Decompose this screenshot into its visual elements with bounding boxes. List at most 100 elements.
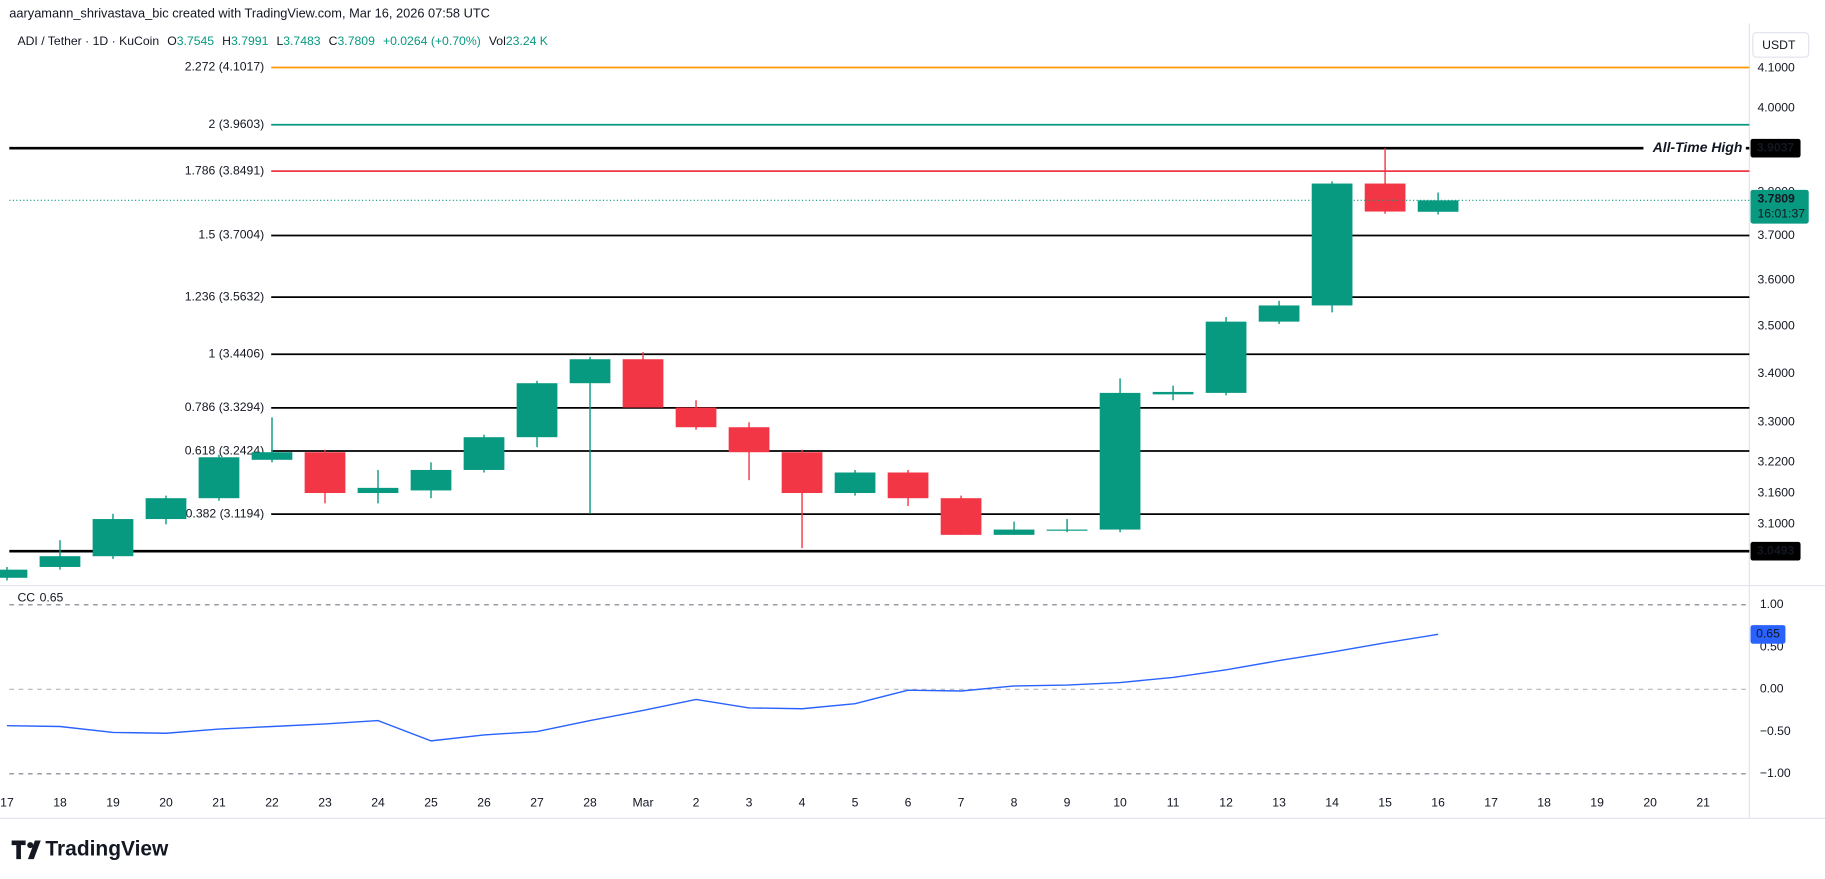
x-tick-label: 18 (53, 795, 67, 809)
indicator-badge (1750, 625, 1786, 644)
low-value: 3.7483 (283, 34, 321, 48)
x-tick-label: 17 (1484, 795, 1498, 809)
candle-body (39, 556, 81, 567)
x-tick-label: 2 (693, 795, 700, 809)
cc-line (6, 633, 1439, 742)
candle-body (675, 407, 717, 428)
change: +0.0264 (+0.70%) (383, 34, 481, 48)
extreme-label: All-Time High (1652, 139, 1743, 155)
y-tick-label: −1.00 (1760, 766, 1791, 780)
attribution: aaryamann_shrivastava_bic created with T… (9, 5, 490, 20)
currency: USDT (1762, 38, 1796, 52)
x-tick-label: 12 (1219, 795, 1233, 809)
x-tick-label: 20 (1643, 795, 1657, 809)
candle-body (357, 487, 399, 494)
x-tick-label: 25 (424, 795, 438, 809)
candle-body (251, 452, 293, 460)
close-label: C (329, 34, 338, 48)
candle-body (1417, 200, 1459, 212)
x-tick-label: 3 (746, 795, 753, 809)
y-tick-label: 3.7000 (1757, 228, 1795, 242)
open-label: O (167, 34, 177, 48)
volume-label: Vol (489, 34, 506, 48)
x-tick-label: 28 (583, 795, 597, 809)
x-tick-label: 14 (1325, 795, 1339, 809)
x-tick-label: 9 (1064, 795, 1071, 809)
fib-label: 1 (3.4406) (209, 346, 265, 360)
candle-body (940, 498, 982, 535)
logo-mark (11, 840, 26, 860)
logo-dot (27, 842, 34, 849)
candle-body (410, 469, 452, 491)
logo-slash (27, 840, 41, 860)
y-tick-label: 0.00 (1760, 682, 1784, 696)
x-tick-label: 8 (1011, 795, 1018, 809)
symbol-legend: ADI / Tether · 1D · KuCoin O3.7545 H3.79… (17, 34, 548, 48)
price-badge (1750, 541, 1801, 561)
candle-body (1152, 391, 1194, 395)
x-tick-label: 21 (212, 795, 226, 809)
currency-box[interactable] (1752, 32, 1810, 58)
x-tick-label: 6 (905, 795, 912, 809)
candle-body (728, 427, 770, 453)
y-tick-label: 4.1000 (1757, 60, 1795, 74)
candle-body (1364, 183, 1406, 212)
y-tick-label: 3.1000 (1757, 517, 1795, 531)
x-tick-label: 13 (1272, 795, 1286, 809)
x-tick-label: 27 (530, 795, 544, 809)
last-price-text: 3.7809 (1757, 191, 1795, 205)
candle-body (1099, 392, 1141, 530)
y-tick-label: 1.00 (1760, 597, 1784, 611)
candle-body (1258, 305, 1300, 322)
symbol: ADI / Tether · 1D · KuCoin (17, 34, 159, 48)
candle-body (198, 457, 240, 499)
indicator-badge-text: 0.65 (1756, 627, 1780, 641)
x-tick-label: 22 (265, 795, 279, 809)
low-label: L (276, 34, 283, 48)
candle-body (92, 519, 134, 557)
high-value: 3.7991 (231, 34, 269, 48)
x-tick-label: 16 (1431, 795, 1445, 809)
price-badge-text: 3.9037 (1757, 140, 1795, 154)
close-value: 3.7809 (338, 34, 376, 48)
fib-label: 2 (3.9603) (209, 117, 265, 131)
candle-body (516, 383, 558, 438)
candle-body (781, 452, 823, 494)
fib-label: 1.5 (3.7004) (198, 228, 264, 242)
y-tick-label: 3.1600 (1757, 485, 1795, 499)
open-value: 3.7545 (177, 34, 215, 48)
fib-label: 1.786 (3.8491) (185, 163, 264, 177)
candle-body (0, 569, 28, 578)
high-label: H (222, 34, 231, 48)
x-tick-label: 24 (371, 795, 385, 809)
y-tick-label: 3.4000 (1757, 366, 1795, 380)
indicator-value: 0.65 (40, 591, 64, 605)
x-tick-label: 18 (1537, 795, 1551, 809)
price-badge-text: 3.0493 (1757, 543, 1795, 557)
x-tick-label: 21 (1696, 795, 1710, 809)
x-tick-label: 17 (0, 795, 14, 809)
last-price-badge (1750, 189, 1809, 224)
x-tick-label: 20 (159, 795, 173, 809)
y-tick-label: 3.5000 (1757, 319, 1795, 333)
indicator-title: CC (17, 591, 35, 605)
brand: TradingView (45, 837, 169, 860)
candle-body (145, 498, 187, 520)
volume-value: 23.24 K (506, 34, 549, 48)
x-tick-label: 15 (1378, 795, 1392, 809)
candle-body (887, 472, 929, 499)
fib-label: 0.618 (3.2424) (185, 443, 264, 457)
x-tick-label: 11 (1167, 795, 1180, 809)
x-tick-label: 19 (1590, 795, 1604, 809)
x-tick-label: 4 (799, 795, 806, 809)
candle-body (1046, 529, 1088, 531)
price-pane: 4.10004.00003.80003.70003.60003.50003.40… (0, 60, 1809, 809)
x-tick-label: 26 (477, 795, 491, 809)
fib-label: 0.382 (3.1194) (186, 506, 265, 520)
candle-body (834, 472, 876, 494)
extreme-label-bg (1643, 138, 1746, 158)
